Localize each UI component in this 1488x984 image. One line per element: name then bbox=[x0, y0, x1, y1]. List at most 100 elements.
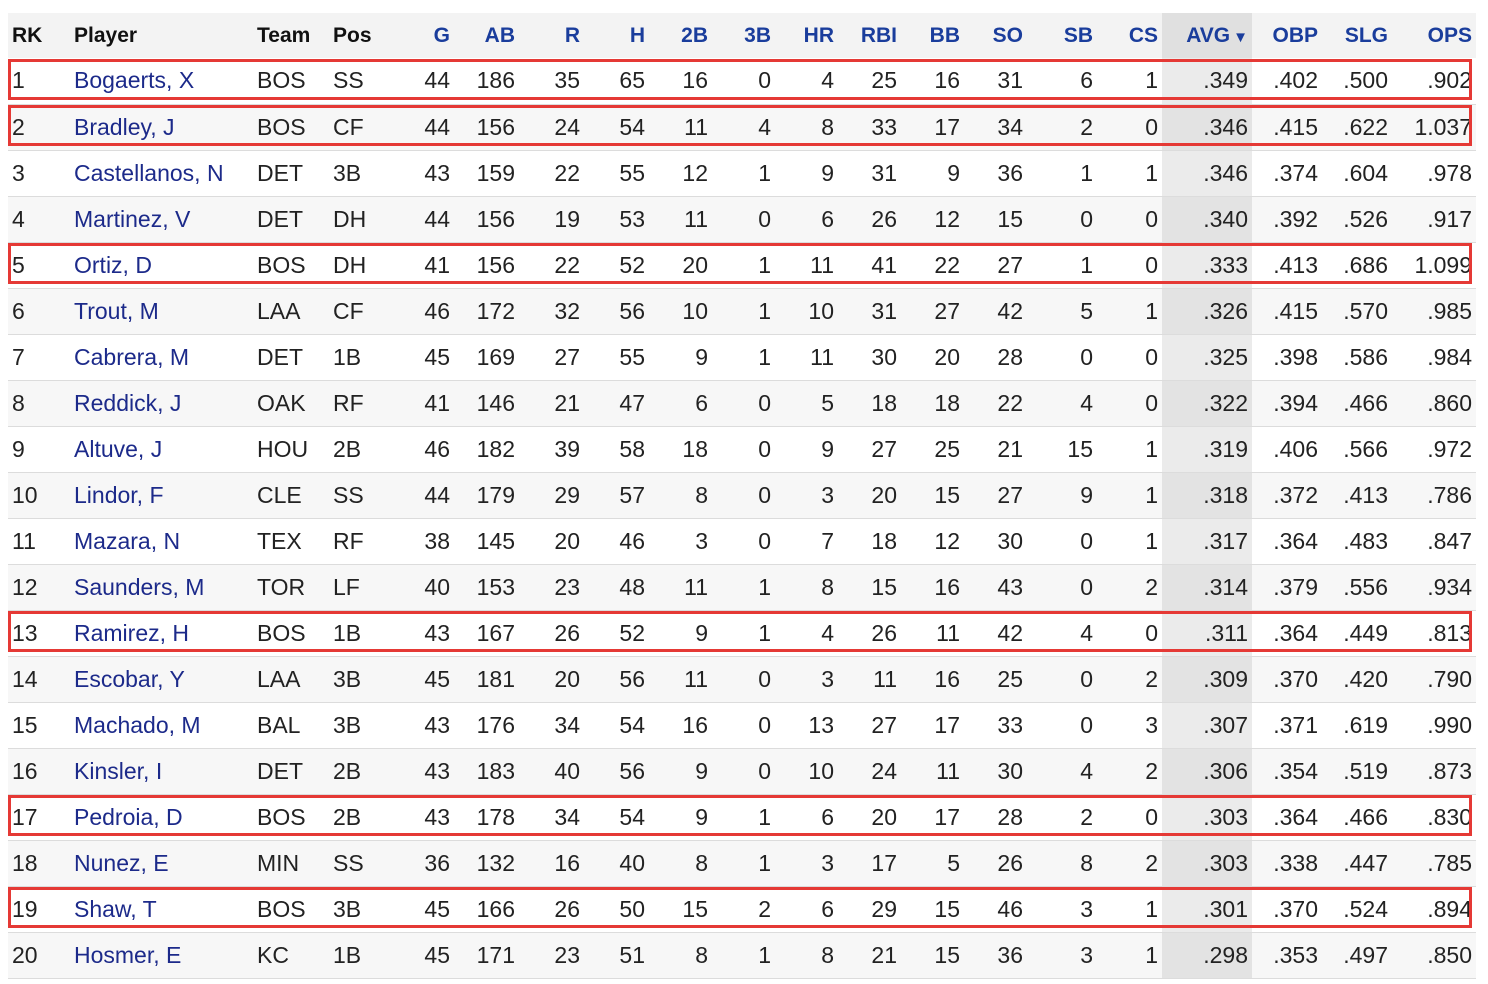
cell-r: 19 bbox=[554, 205, 580, 232]
player-link[interactable]: Lindor, F bbox=[74, 481, 164, 508]
cell-obp: .354 bbox=[1273, 757, 1318, 784]
cell-obp: .392 bbox=[1273, 205, 1318, 232]
cell-team: BOS bbox=[257, 895, 306, 922]
cell-ops: .985 bbox=[1427, 297, 1472, 324]
player-link[interactable]: Reddick, J bbox=[74, 389, 182, 416]
cell-player: Reddick, J bbox=[70, 380, 253, 426]
cell-r: 16 bbox=[554, 849, 580, 876]
column-header-player: Player bbox=[70, 13, 253, 58]
player-link[interactable]: Cabrera, M bbox=[74, 343, 190, 370]
column-header-avg[interactable]: AVG ▼ bbox=[1162, 13, 1252, 58]
cell-avg: .301 bbox=[1162, 886, 1252, 932]
column-header-slg[interactable]: SLG bbox=[1322, 13, 1392, 58]
cell-ops: .830 bbox=[1427, 803, 1472, 830]
cell-obp: .374 bbox=[1273, 159, 1318, 186]
player-link[interactable]: Nunez, E bbox=[74, 849, 169, 876]
cell-r: 24 bbox=[554, 113, 580, 140]
cell-bb: 25 bbox=[934, 435, 960, 462]
column-header-ab[interactable]: AB bbox=[454, 13, 519, 58]
column-header-sb[interactable]: SB bbox=[1027, 13, 1097, 58]
cell-3b: 0 bbox=[758, 205, 771, 232]
cell-obp: .372 bbox=[1273, 481, 1318, 508]
cell-pos: CF bbox=[333, 113, 364, 140]
cell-bb: 12 bbox=[934, 205, 960, 232]
cell-sb: 3 bbox=[1080, 895, 1093, 922]
player-link[interactable]: Bradley, J bbox=[74, 113, 175, 140]
cell-rk: 13 bbox=[12, 619, 38, 646]
player-link[interactable]: Ramirez, H bbox=[74, 619, 190, 646]
column-header-g[interactable]: G bbox=[389, 13, 454, 58]
table-row: 18 Nunez, E MIN SS 36 132 16 40 8 1 3 17 5 26 8 2.303 .3… bbox=[8, 840, 1476, 886]
player-link[interactable]: Hosmer, E bbox=[74, 941, 182, 968]
table-row: 6 Trout, M LAA CF 46 172 32 56 10 1 10 31 27 42 5 1.326… bbox=[8, 288, 1476, 334]
cell-ops: 1.099 bbox=[1414, 251, 1472, 278]
player-link[interactable]: Escobar, Y bbox=[74, 665, 185, 692]
cell-hr: 3 bbox=[821, 665, 834, 692]
cell-ops: .917 bbox=[1427, 205, 1472, 232]
cell-player: Mazara, N bbox=[70, 518, 253, 564]
player-link[interactable]: Machado, M bbox=[74, 711, 201, 738]
cell-team: CLE bbox=[257, 481, 302, 508]
column-header-bb[interactable]: BB bbox=[901, 13, 964, 58]
column-header-3b[interactable]: 3B bbox=[712, 13, 775, 58]
cell-rk: 12 bbox=[12, 573, 38, 600]
cell-slg: .686 bbox=[1343, 251, 1388, 278]
cell-ops: .984 bbox=[1427, 343, 1472, 370]
cell-h: 54 bbox=[619, 113, 645, 140]
player-link[interactable]: Bogaerts, X bbox=[74, 67, 195, 94]
column-header-obp[interactable]: OBP bbox=[1252, 13, 1322, 58]
cell-so: 30 bbox=[997, 527, 1023, 554]
cell-team: BOS bbox=[257, 803, 306, 830]
cell-ops: .978 bbox=[1427, 159, 1472, 186]
cell-3b: 0 bbox=[758, 665, 771, 692]
player-link[interactable]: Castellanos, N bbox=[74, 159, 224, 186]
cell-rbi: 11 bbox=[873, 665, 897, 692]
cell-2b: 11 bbox=[684, 205, 708, 232]
cell-ab: 183 bbox=[476, 757, 515, 784]
cell-g: 45 bbox=[424, 941, 450, 968]
cell-bb: 9 bbox=[947, 159, 960, 186]
player-link[interactable]: Altuve, J bbox=[74, 435, 163, 462]
cell-rbi: 30 bbox=[871, 343, 897, 370]
player-link[interactable]: Pedroia, D bbox=[74, 803, 183, 830]
cell-obp: .413 bbox=[1273, 251, 1318, 278]
column-header-label: HR bbox=[803, 23, 834, 47]
player-link[interactable]: Shaw, T bbox=[74, 895, 157, 922]
cell-avg: .333 bbox=[1162, 242, 1252, 288]
cell-avg: .306 bbox=[1162, 748, 1252, 794]
cell-cs: 2 bbox=[1145, 573, 1158, 600]
cell-3b: 1 bbox=[758, 941, 771, 968]
column-header-2b[interactable]: 2B bbox=[649, 13, 712, 58]
cell-player: Kinsler, I bbox=[70, 748, 253, 794]
player-link[interactable]: Trout, M bbox=[74, 297, 159, 324]
column-header-h[interactable]: H bbox=[584, 13, 649, 58]
column-header-so[interactable]: SO bbox=[964, 13, 1027, 58]
cell-cs: 0 bbox=[1145, 343, 1158, 370]
column-header-r[interactable]: R bbox=[519, 13, 584, 58]
cell-r: 20 bbox=[554, 527, 580, 554]
cell-player: Shaw, T bbox=[70, 886, 253, 932]
player-link[interactable]: Kinsler, I bbox=[74, 757, 163, 784]
cell-cs: 2 bbox=[1145, 849, 1158, 876]
cell-sb: 0 bbox=[1080, 711, 1093, 738]
column-header-cs[interactable]: CS bbox=[1097, 13, 1162, 58]
cell-hr: 10 bbox=[808, 757, 834, 784]
player-link[interactable]: Mazara, N bbox=[74, 527, 181, 554]
cell-3b: 1 bbox=[758, 619, 771, 646]
column-header-ops[interactable]: OPS bbox=[1392, 13, 1476, 58]
cell-avg: .326 bbox=[1162, 288, 1252, 334]
player-link[interactable]: Saunders, M bbox=[74, 573, 205, 600]
player-link[interactable]: Ortiz, D bbox=[74, 251, 152, 278]
cell-obp: .364 bbox=[1273, 803, 1318, 830]
column-header-rbi[interactable]: RBI bbox=[838, 13, 901, 58]
cell-slg: .586 bbox=[1343, 343, 1388, 370]
cell-2b: 9 bbox=[695, 757, 708, 784]
cell-bb: 17 bbox=[934, 113, 960, 140]
cell-rk: 6 bbox=[12, 297, 25, 324]
player-link[interactable]: Martinez, V bbox=[74, 205, 191, 232]
column-header-hr[interactable]: HR bbox=[775, 13, 838, 58]
cell-slg: .449 bbox=[1343, 619, 1388, 646]
cell-pos: 1B bbox=[333, 619, 362, 646]
cell-g: 44 bbox=[424, 481, 450, 508]
cell-so: 30 bbox=[997, 757, 1023, 784]
